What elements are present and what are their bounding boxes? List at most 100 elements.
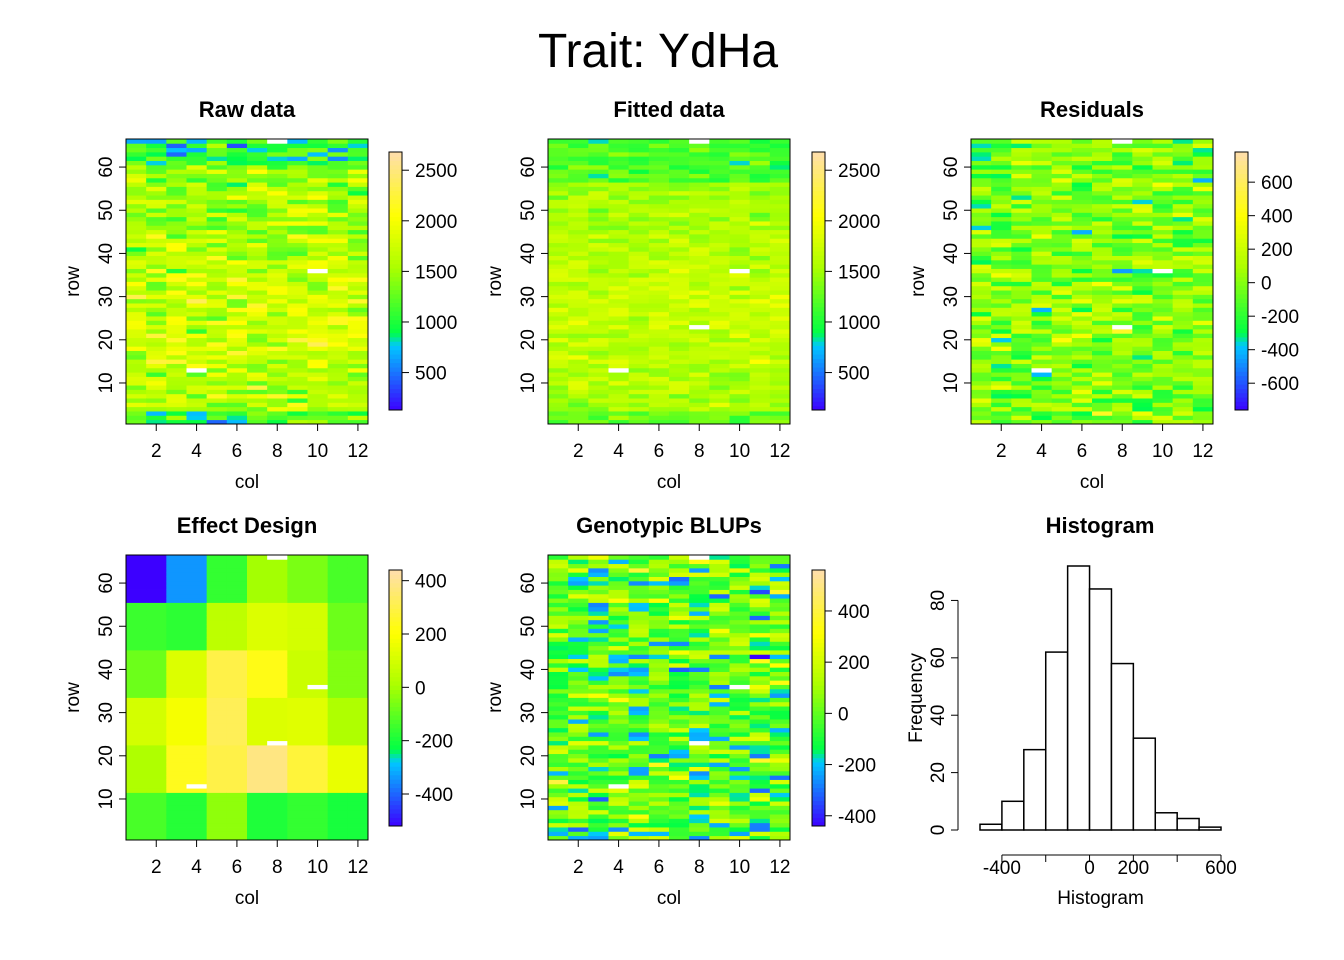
- heatmap-cell: [247, 290, 268, 295]
- heatmap-cell: [749, 367, 771, 373]
- colorbar-segment: [389, 762, 402, 767]
- heatmap-cell: [1172, 169, 1194, 174]
- heatmap-cell: [628, 822, 650, 828]
- heatmap-cell: [729, 177, 751, 183]
- heatmap-cell: [327, 783, 349, 789]
- heatmap-cell: [287, 775, 308, 780]
- heatmap-cell: [1031, 354, 1053, 360]
- heatmap-cell: [729, 822, 751, 828]
- heatmap-cell: [1152, 164, 1174, 170]
- heatmap-cell: [226, 277, 248, 282]
- heatmap-cell: [186, 419, 208, 425]
- heatmap-cell: [971, 376, 992, 382]
- heatmap-cell: [1031, 272, 1053, 278]
- heatmap-cell: [709, 195, 730, 200]
- heatmap-cell: [347, 632, 369, 638]
- heatmap-cell: [971, 346, 992, 351]
- heatmap-cell: [126, 641, 147, 647]
- heatmap-cell: [729, 268, 751, 274]
- heatmap-cell: [307, 182, 329, 187]
- heatmap-cell: [287, 667, 308, 672]
- heatmap-cell: [146, 173, 167, 179]
- heatmap-cell: [186, 411, 208, 416]
- heatmap-cell: [608, 563, 630, 569]
- heatmap-cell: [1011, 199, 1032, 205]
- heatmap-cell: [347, 675, 369, 681]
- heatmap-cell: [247, 272, 268, 278]
- heatmap-cell: [126, 190, 147, 196]
- heatmap-cell: [247, 753, 268, 759]
- heatmap-cell: [186, 359, 208, 364]
- heatmap-cell: [1071, 203, 1093, 209]
- heatmap-cell: [307, 255, 329, 261]
- heatmap-cell: [307, 221, 329, 226]
- heatmap-cell: [327, 221, 349, 226]
- heatmap-cell: [729, 372, 751, 377]
- heatmap-cell: [588, 684, 609, 690]
- heatmap-cell: [749, 671, 771, 677]
- heatmap-cell: [709, 190, 730, 196]
- heatmap-cell: [347, 341, 369, 347]
- heatmap-cell: [669, 589, 690, 595]
- heatmap-cell: [1172, 186, 1194, 192]
- heatmap-cell: [267, 779, 288, 785]
- heatmap-cell: [307, 701, 329, 707]
- y-tick-label: 20: [96, 329, 117, 350]
- heatmap-cell: [307, 199, 329, 205]
- heatmap-cell: [206, 199, 228, 205]
- heatmap-cell: [1192, 316, 1214, 321]
- heatmap-cell: [648, 251, 670, 256]
- heatmap-cell: [226, 814, 248, 819]
- colorbar-segment: [812, 173, 825, 179]
- heatmap-cell: [226, 329, 248, 334]
- colorbar-tick-label: -600: [1261, 374, 1299, 395]
- heatmap-cell: [226, 372, 248, 377]
- heatmap-cell: [669, 203, 690, 209]
- colorbar-segment: [812, 354, 825, 359]
- heatmap-cell: [1192, 169, 1214, 174]
- heatmap-cell: [628, 654, 650, 660]
- heatmap-cell: [126, 619, 147, 625]
- heatmap-cell: [1051, 251, 1073, 256]
- heatmap-cell: [307, 139, 329, 144]
- heatmap-cell: [1132, 294, 1153, 300]
- heatmap-cell: [206, 139, 228, 144]
- heatmap-cell: [729, 654, 751, 660]
- heatmap-cell: [568, 567, 589, 573]
- heatmap-cell: [327, 255, 349, 261]
- heatmap-cell: [769, 186, 791, 192]
- heatmap-cell: [347, 680, 369, 685]
- heatmap-cell: [126, 671, 147, 677]
- heatmap-cell: [749, 801, 771, 806]
- heatmap-cell: [1152, 281, 1174, 287]
- heatmap-cell: [1051, 255, 1073, 261]
- heatmap-cell: [689, 745, 710, 750]
- heatmap-cell: [608, 814, 630, 819]
- heatmap-cell: [1132, 190, 1153, 196]
- heatmap-cell: [568, 372, 589, 377]
- heatmap-cell: [347, 671, 369, 677]
- heatmap-cell: [689, 736, 710, 742]
- heatmap-cell: [709, 732, 730, 737]
- heatmap-cell: [226, 801, 248, 806]
- heatmap-cell: [709, 783, 730, 789]
- heatmap-cell: [648, 645, 670, 651]
- heatmap-cell: [568, 406, 589, 412]
- heatmap-cell: [166, 667, 187, 672]
- heatmap-cell: [307, 372, 329, 377]
- heatmap-cell: [1172, 290, 1194, 295]
- heatmap-cell: [166, 415, 187, 421]
- heatmap-cell: [267, 238, 288, 244]
- heatmap-cell: [689, 757, 710, 763]
- heatmap-cell: [126, 156, 147, 161]
- heatmap-cell: [247, 242, 268, 248]
- heatmap-cell: [146, 303, 167, 308]
- heatmap-cell: [126, 563, 147, 569]
- heatmap-cell: [206, 805, 228, 811]
- x-tick-label: 2: [151, 441, 162, 462]
- heatmap-cell: [669, 662, 690, 668]
- heatmap-cell: [126, 324, 147, 330]
- heatmap-cell: [669, 212, 690, 218]
- heatmap-cell: [307, 615, 329, 621]
- heatmap-cell: [1092, 294, 1113, 300]
